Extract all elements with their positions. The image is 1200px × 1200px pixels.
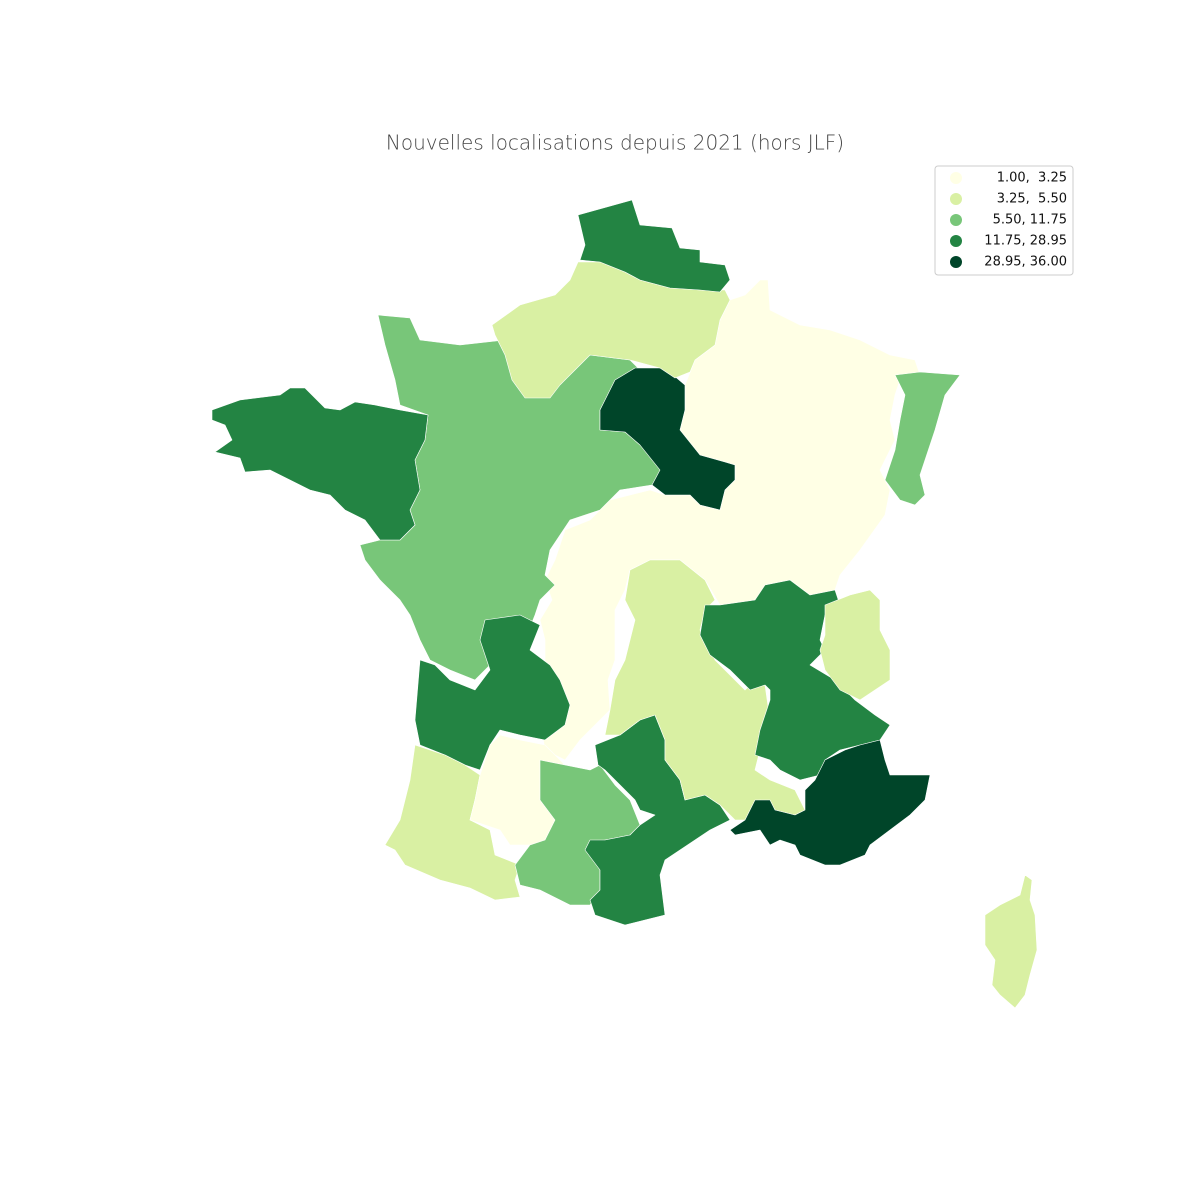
legend-label: 5.50, 11.75 — [993, 213, 1067, 228]
region — [211, 387, 429, 541]
legend-marker — [950, 214, 962, 226]
legend-marker — [950, 256, 962, 268]
legend-label: 28.95, 36.00 — [984, 255, 1067, 270]
legend-label: 1.00, 3.25 — [997, 171, 1067, 186]
region — [729, 739, 931, 866]
legend-box — [934, 165, 1074, 276]
regions — [211, 199, 1038, 1009]
region — [819, 589, 891, 701]
region — [984, 874, 1038, 1009]
region — [599, 367, 736, 511]
legend-marker — [950, 193, 962, 205]
legend-marker — [950, 235, 962, 247]
region — [577, 199, 731, 293]
legend-marker — [950, 172, 962, 184]
legend: 1.00, 3.25 3.25, 5.50 5.50, 11.75 11.75, 28… — [950, 171, 1067, 270]
legend-label: 3.25, 5.50 — [997, 192, 1067, 207]
map-title: Nouvelles localisations depuis 2021 (hor… — [386, 131, 844, 155]
region — [884, 371, 961, 506]
legend-label: 11.75, 28.95 — [984, 234, 1067, 249]
